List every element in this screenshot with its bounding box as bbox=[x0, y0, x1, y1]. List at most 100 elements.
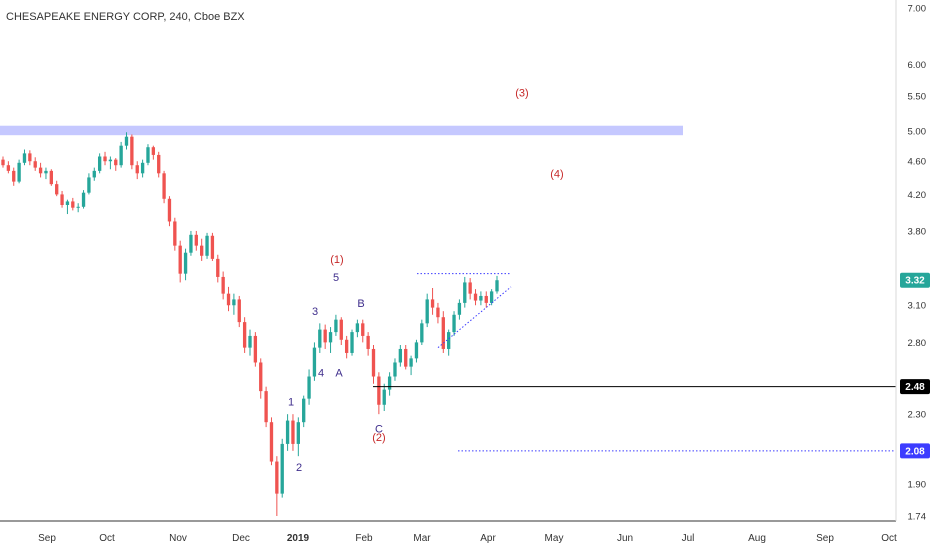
candle bbox=[393, 358, 397, 381]
candle-body bbox=[328, 332, 333, 343]
x-tick-label: Apr bbox=[480, 533, 496, 544]
candle bbox=[130, 134, 134, 170]
candle-body bbox=[495, 280, 499, 292]
y-tick-label: 5.00 bbox=[908, 126, 927, 137]
candle bbox=[232, 293, 236, 315]
candle bbox=[318, 323, 322, 353]
candle bbox=[38, 162, 43, 178]
wave-labels: (1) (2) (3) (4) 1 2 3 4 5 A B C bbox=[288, 88, 564, 474]
candle bbox=[71, 197, 75, 211]
candle-body bbox=[237, 299, 241, 323]
wave-label: B bbox=[357, 298, 364, 310]
candle-body bbox=[264, 391, 268, 423]
candle-body bbox=[479, 295, 483, 301]
wave-label: 2 bbox=[296, 462, 302, 474]
price-badge-bg bbox=[900, 443, 930, 459]
trendlines bbox=[417, 273, 512, 349]
price-badge-bg bbox=[900, 379, 930, 395]
candle bbox=[350, 329, 354, 356]
wave-label: (4) bbox=[550, 168, 563, 180]
wave-label: C bbox=[375, 424, 383, 436]
resistance-zone bbox=[0, 125, 683, 136]
y-axis-ticks: 7.00 6.00 5.50 5.00 4.60 4.20 3.80 3.10 2.80 2.30… bbox=[908, 4, 927, 523]
candle-body bbox=[92, 170, 96, 178]
candle-body bbox=[114, 159, 118, 166]
candle bbox=[280, 438, 284, 498]
candle-body bbox=[452, 314, 456, 333]
candle bbox=[114, 158, 118, 171]
x-tick-label: 2019 bbox=[287, 533, 310, 544]
candle bbox=[237, 295, 241, 328]
candle-body bbox=[232, 299, 236, 306]
candle bbox=[366, 332, 370, 356]
x-tick-label: Feb bbox=[355, 533, 373, 544]
x-tick-label: Jun bbox=[617, 533, 633, 544]
candle bbox=[285, 414, 290, 451]
candle-body bbox=[441, 317, 445, 349]
candle-body bbox=[350, 332, 354, 353]
x-tick-label: Sep bbox=[38, 533, 56, 544]
candle bbox=[1, 156, 5, 168]
candle bbox=[291, 414, 295, 451]
y-tick-label: 4.60 bbox=[908, 157, 927, 168]
candle-body bbox=[361, 323, 365, 336]
candle bbox=[183, 248, 188, 281]
candle bbox=[205, 232, 209, 259]
candle bbox=[76, 203, 80, 213]
candle bbox=[248, 329, 252, 356]
candle bbox=[302, 395, 306, 428]
candle-body bbox=[226, 293, 231, 306]
candle bbox=[81, 190, 86, 209]
candle bbox=[151, 145, 156, 160]
candle bbox=[452, 311, 456, 336]
candle bbox=[312, 342, 317, 381]
candle bbox=[259, 358, 263, 399]
candle-body bbox=[87, 177, 91, 193]
candle bbox=[447, 329, 451, 356]
candle bbox=[420, 319, 424, 346]
candle bbox=[371, 345, 376, 384]
candle-body bbox=[183, 252, 188, 274]
candle bbox=[157, 151, 161, 178]
candle-body bbox=[447, 332, 451, 349]
candle bbox=[441, 311, 445, 353]
candle bbox=[216, 254, 220, 283]
wave-label: (2) bbox=[372, 432, 385, 444]
candle bbox=[12, 167, 16, 186]
candle bbox=[457, 299, 462, 320]
price-badge: 3.32 bbox=[900, 272, 930, 288]
y-tick-label: 4.20 bbox=[908, 190, 927, 201]
candle-body bbox=[221, 276, 225, 294]
candle-body bbox=[280, 443, 284, 494]
candle bbox=[210, 232, 215, 261]
candle-body bbox=[414, 342, 419, 359]
x-tick-label: Oct bbox=[99, 533, 115, 544]
candle-body bbox=[377, 376, 381, 405]
candle-body bbox=[404, 348, 408, 367]
candle-body bbox=[135, 165, 139, 174]
candle bbox=[173, 217, 177, 251]
candle bbox=[484, 291, 488, 308]
candle-body bbox=[302, 398, 306, 423]
candle-body bbox=[81, 192, 86, 207]
x-tick-label: Dec bbox=[232, 533, 250, 544]
candle-body bbox=[248, 335, 252, 348]
candle bbox=[463, 276, 467, 308]
candle-body bbox=[259, 362, 263, 392]
candle-body bbox=[473, 293, 478, 301]
y-tick-label: 6.00 bbox=[908, 60, 927, 71]
candle-body bbox=[140, 162, 145, 174]
candle-body bbox=[216, 258, 220, 277]
candle bbox=[189, 230, 193, 256]
candle-body bbox=[430, 299, 435, 308]
candle-body bbox=[49, 170, 53, 185]
candle bbox=[49, 169, 53, 186]
candle-body bbox=[457, 302, 462, 315]
candle-body bbox=[323, 329, 327, 343]
candle bbox=[162, 170, 166, 204]
x-axis-ticks: Sep Oct Nov Dec 2019 Feb Mar Apr May Jun Jul Aug Sep… bbox=[38, 533, 897, 544]
candle bbox=[6, 161, 11, 174]
candle-body bbox=[291, 420, 295, 444]
x-tick-label: May bbox=[545, 533, 564, 544]
